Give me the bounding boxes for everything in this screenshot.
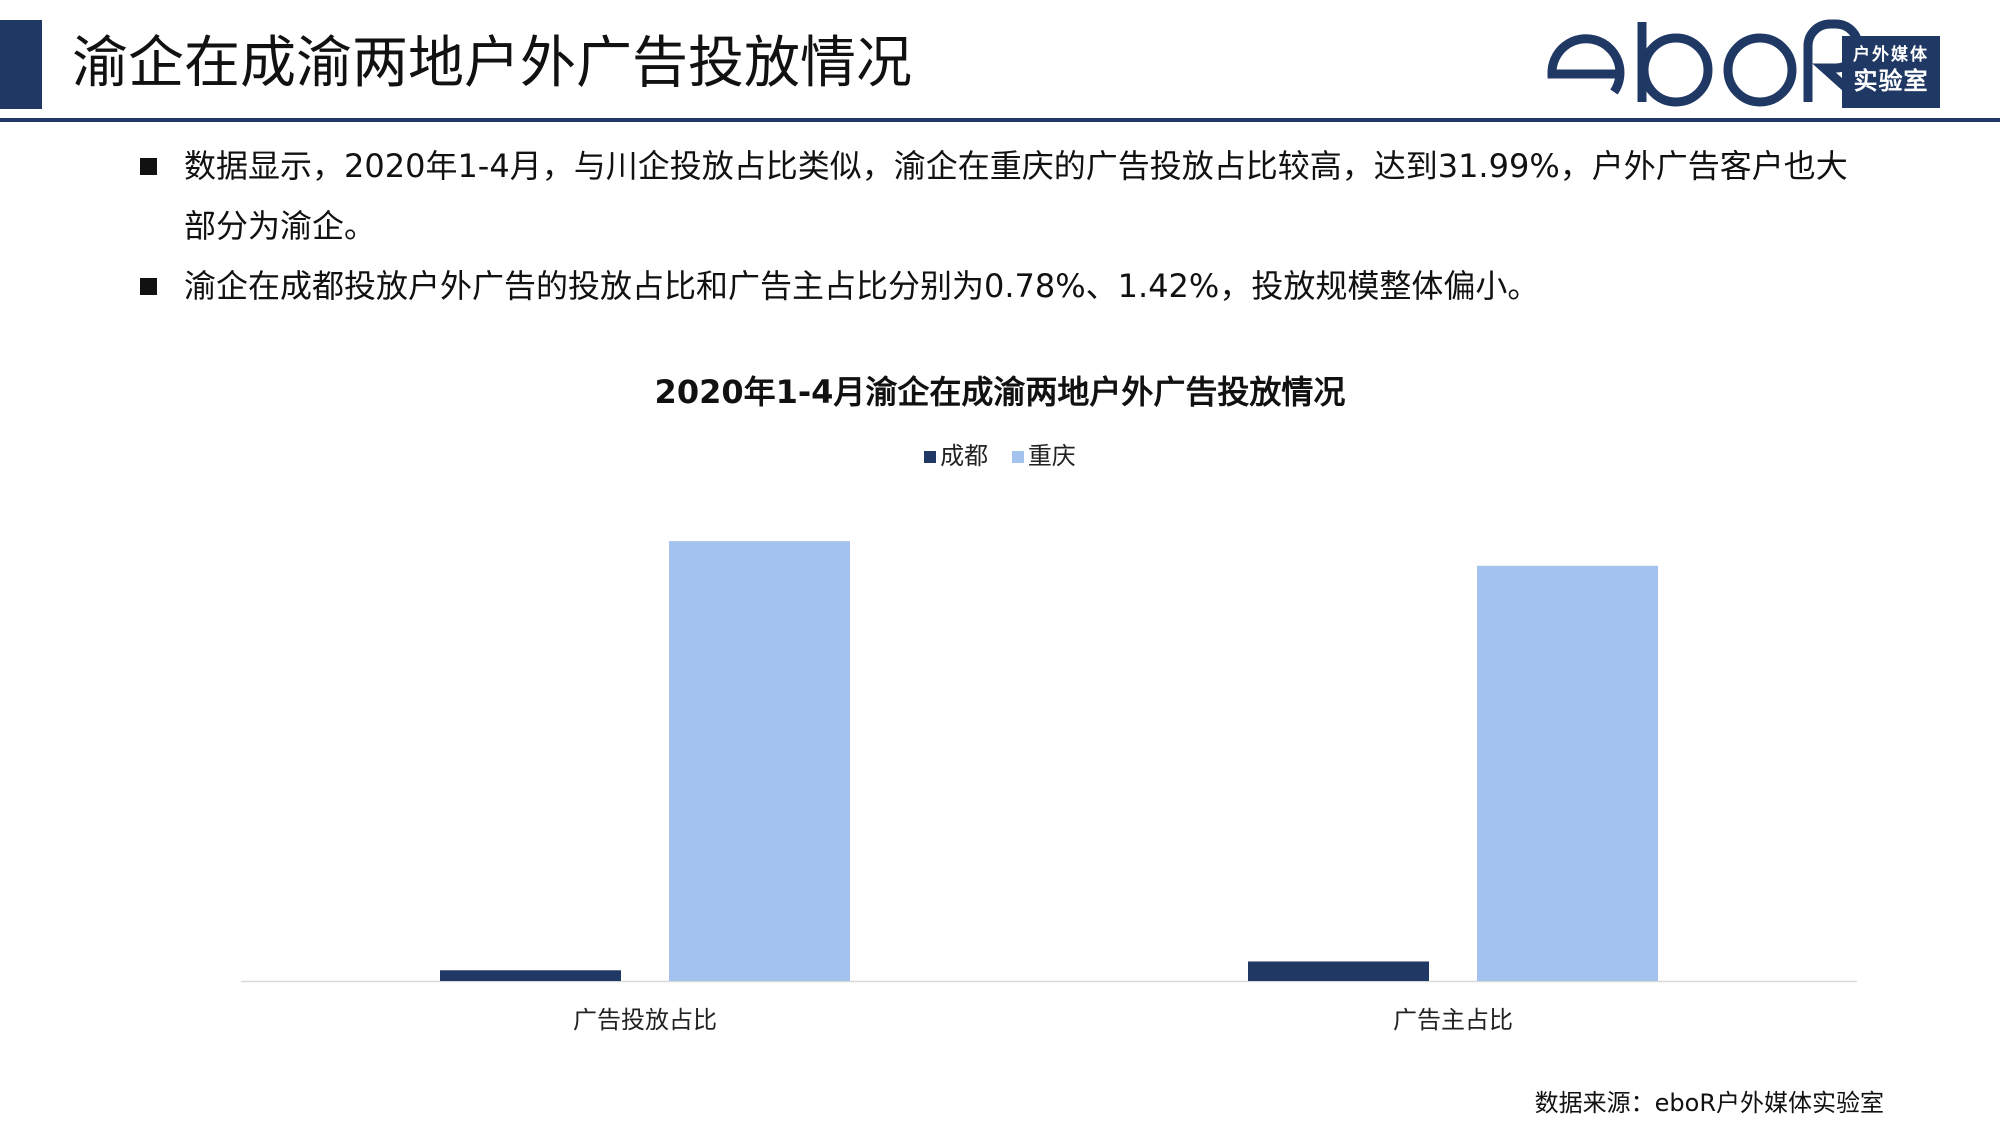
bullet-text: 渝企在成都投放户外广告的投放占比和广告主占比分别为0.78%、1.42%，投放规… xyxy=(184,267,1540,305)
logo-line2: 实验室 xyxy=(1853,67,1929,95)
bar-chongqing-0 xyxy=(669,541,850,981)
chart-title: 2020年1-4月渝企在成渝两地户外广告投放情况 xyxy=(654,373,1346,411)
legend-item-chongqing: 重庆 xyxy=(1011,438,1076,474)
logo-badge: 户外媒体 实验室 xyxy=(1842,36,1940,108)
bar-chongqing-1 xyxy=(1477,565,1658,981)
x-tick-label: 广告投放占比 xyxy=(573,1006,717,1034)
chart-legend: 成都 重庆 xyxy=(0,438,2000,474)
legend-swatch-chongqing xyxy=(1011,451,1024,463)
x-tick-label: 广告主占比 xyxy=(1393,1006,1513,1034)
bar-chengdu-0 xyxy=(440,970,621,981)
square-bullet-icon xyxy=(140,158,157,175)
logo-line1: 户外媒体 xyxy=(1853,45,1929,65)
legend-item-chengdu: 成都 xyxy=(924,438,988,474)
bullet-text: 数据显示，2020年1-4月，与川企投放占比类似，渝企在重庆的广告投放占比较高，… xyxy=(184,147,1848,245)
page-title: 渝企在成渝两地户外广告投放情况 xyxy=(72,31,912,96)
legend-label-chengdu: 成都 xyxy=(940,442,989,470)
bullet-item: 数据显示，2020年1-4月，与川企投放占比类似，渝企在重庆的广告投放占比较高，… xyxy=(138,136,1878,256)
header-divider xyxy=(0,118,2000,122)
legend-label-chongqing: 重庆 xyxy=(1027,442,1076,470)
summary-bullets: 数据显示，2020年1-4月，与川企投放占比类似，渝企在重庆的广告投放占比较高，… xyxy=(138,136,1878,316)
bar-chengdu-1 xyxy=(1248,961,1429,981)
legend-swatch-chengdu xyxy=(924,451,937,463)
data-source: 数据来源：eboR户外媒体实验室 xyxy=(1534,1089,1884,1117)
square-bullet-icon xyxy=(140,278,157,295)
bullet-item: 渝企在成都投放户外广告的投放占比和广告主占比分别为0.78%、1.42%，投放规… xyxy=(138,256,1878,316)
title-accent-bar xyxy=(0,20,42,109)
